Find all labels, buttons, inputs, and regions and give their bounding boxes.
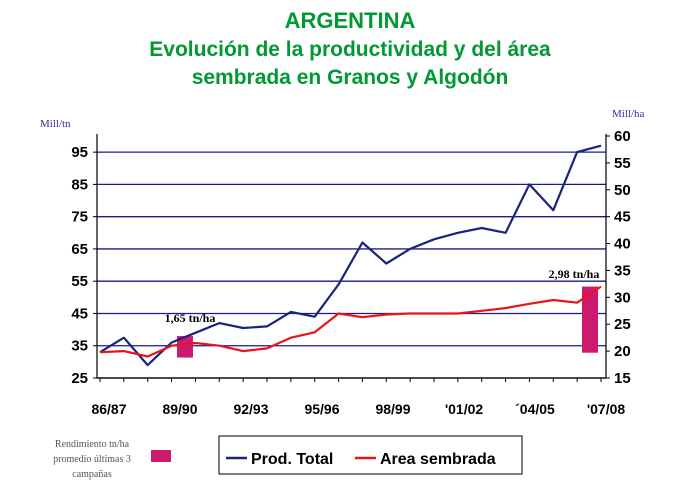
right-tick-label: 60 <box>614 128 631 145</box>
annotations: 1,65 tn/ha 2,98 tn/ha <box>165 267 600 325</box>
side-legend-swatch <box>151 450 171 462</box>
series-line <box>99 285 602 358</box>
legend-label-area: Area sembrada <box>380 451 496 468</box>
x-tick-label: '01/02 <box>445 401 484 417</box>
left-tick-label: 85 <box>71 176 88 193</box>
title-line-1: ARGENTINA <box>285 8 416 33</box>
yield-bars <box>177 286 598 358</box>
left-tick-label: 65 <box>71 241 88 258</box>
series-line <box>99 144 602 367</box>
x-tick-label: 89/90 <box>162 401 197 417</box>
right-tick-label: 50 <box>614 182 631 199</box>
right-tick-label: 20 <box>614 343 631 360</box>
legend-box <box>218 435 523 475</box>
right-tick-label: 45 <box>614 209 631 226</box>
x-tick-label: 98/99 <box>375 401 410 417</box>
side-legend-line-2: promedio últimas 3 <box>53 454 131 465</box>
axes <box>96 134 607 379</box>
side-legend-line-3: campañas <box>72 469 112 480</box>
x-tick-label: '07/08 <box>587 401 626 417</box>
annotation-label: 1,65 tn/ha <box>165 311 216 325</box>
left-tick-label: 45 <box>71 305 88 322</box>
left-axis-ticks: 25 35 45 55 65 75 85 95 <box>71 144 97 387</box>
legend: Prod. Total Area sembrada <box>218 435 523 475</box>
right-axis-ticks: 15 20 25 30 35 40 45 50 55 60 <box>606 128 631 387</box>
left-tick-label: 25 <box>71 370 88 387</box>
x-tick-label: 92/93 <box>233 401 268 417</box>
x-axis-ticks: 86/87 89/90 92/93 95/96 98/99 '01/02 ´04/05 '07… <box>91 378 625 417</box>
right-tick-label: 30 <box>614 289 631 306</box>
x-tick-label: 95/96 <box>304 401 339 417</box>
right-tick-label: 35 <box>614 262 631 279</box>
right-tick-label: 15 <box>614 370 631 387</box>
left-tick-label: 35 <box>71 338 88 355</box>
series-lines <box>99 144 602 367</box>
left-axis-unit: Mill/tn <box>40 118 71 130</box>
left-tick-label: 75 <box>71 209 88 226</box>
title-line-3: sembrada en Granos y Algodón <box>192 66 509 89</box>
left-tick-label: 95 <box>71 144 88 161</box>
annotation-label: 2,98 tn/ha <box>549 267 600 281</box>
legend-label-prod: Prod. Total <box>251 451 333 468</box>
right-tick-label: 55 <box>614 155 631 172</box>
right-axis-unit: Mill/ha <box>612 108 645 120</box>
side-legend-line-1: Rendimiento tn/ha <box>55 439 130 450</box>
left-tick-label: 55 <box>71 273 88 290</box>
yield-bar <box>582 286 598 353</box>
right-tick-label: 40 <box>614 236 631 253</box>
x-tick-label: 86/87 <box>91 401 126 417</box>
x-tick-label: ´04/05 <box>515 401 555 417</box>
title-line-2: Evolución de la productividad y del área <box>149 38 551 61</box>
side-legend: Rendimiento tn/ha promedio últimas 3 cam… <box>53 439 171 480</box>
yield-bar <box>177 336 193 358</box>
chart-title: ARGENTINA Evolución de la productividad … <box>149 8 551 89</box>
right-tick-label: 25 <box>614 316 631 333</box>
